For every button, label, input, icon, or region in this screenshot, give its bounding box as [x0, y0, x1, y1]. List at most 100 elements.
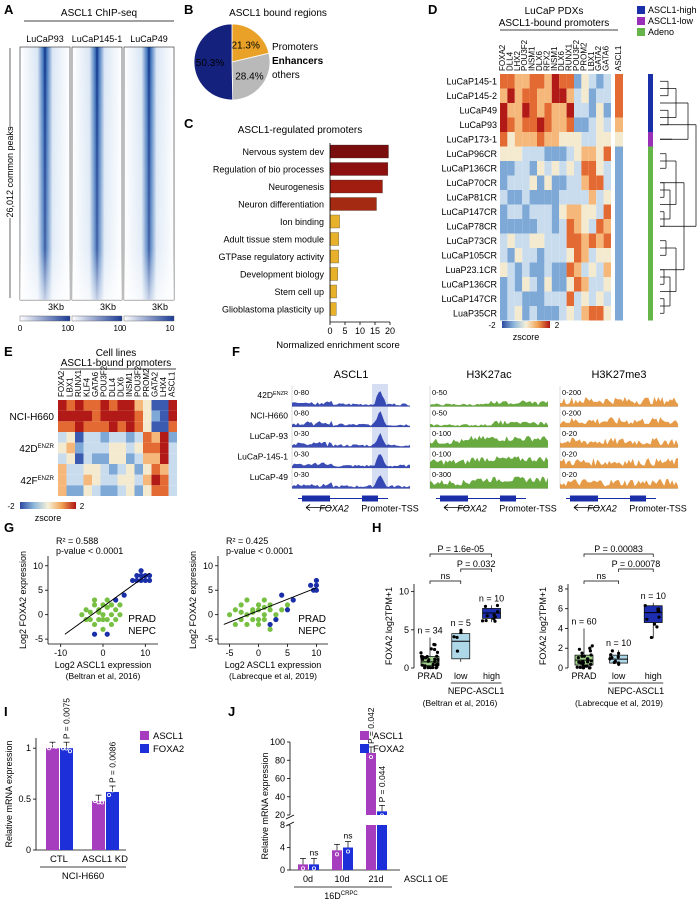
cell-heat — [75, 442, 84, 454]
pdx-cell — [588, 161, 597, 176]
scatter-source: (Beltran et al, 2016) — [66, 671, 141, 681]
pdx-cell — [574, 233, 582, 248]
box-point — [580, 654, 584, 658]
cell-sample-0: NCI-H660 — [10, 412, 55, 423]
pdx-gene-13: GATA2 — [594, 45, 603, 71]
scatter-xtick: 10 — [311, 648, 321, 658]
pdx-cell — [581, 190, 589, 205]
cell-heat — [83, 453, 92, 464]
box-point — [590, 644, 594, 648]
panel-letter-c: C — [184, 116, 194, 131]
box-point — [455, 649, 460, 653]
box-point — [582, 654, 586, 658]
significance-bracket — [429, 553, 492, 557]
kd-bar-foxa2 — [106, 791, 119, 850]
pdx-cell — [603, 277, 611, 292]
pdx-sample-16: LuaP35CR — [453, 309, 498, 319]
scatter-point-nepc — [104, 631, 110, 637]
pdx-cell — [537, 190, 545, 205]
box-point — [431, 665, 435, 670]
cellline-title: Cell lines — [96, 348, 137, 359]
kd-category: CTL — [50, 854, 68, 865]
scatter-point-prad — [255, 616, 262, 623]
scatter-point-prad — [113, 607, 119, 613]
pdx-group-bar — [648, 262, 653, 277]
legend-ascl1-low: ASCL1-low — [648, 16, 694, 26]
pdx-cell — [500, 74, 508, 89]
cell-heat — [100, 421, 109, 432]
box-group-label: low — [612, 671, 626, 681]
box-point — [580, 651, 584, 655]
panel-letter-a: A — [4, 2, 14, 17]
cell-heat — [134, 485, 143, 496]
window-label-1: 3Kb — [48, 302, 64, 312]
pdx-cell — [566, 146, 574, 161]
pdx-cell — [544, 132, 552, 147]
panel-letter-b: B — [184, 2, 193, 17]
cell-heat — [117, 453, 126, 464]
enrichment-xtick-0: 0 — [327, 326, 332, 336]
pdx-cell — [507, 190, 515, 205]
scatter-xlabel: Log2 ASCL1 expression — [225, 660, 322, 670]
oe-category: 10d — [334, 874, 349, 884]
scatter-ytick: -5 — [35, 634, 43, 644]
pie-pct-promoters: 21.3% — [231, 41, 259, 52]
box-point — [643, 603, 647, 608]
pdx-cell — [544, 146, 552, 161]
knockdown-bar-chart: 0 0.5 1 Relative mRNA expression P = 0.0075 C… — [4, 698, 184, 882]
cell-heat — [168, 464, 177, 475]
pdx-ascl1-cell — [615, 277, 623, 292]
oe-ytick: 4 — [280, 843, 285, 853]
track-signal — [560, 478, 678, 489]
significance-bracket — [460, 568, 492, 572]
scatter-point-nepc — [142, 577, 148, 584]
pdx-cell — [581, 233, 589, 248]
scatter-ytick: 10 — [203, 561, 213, 571]
pdx-cell — [588, 262, 597, 277]
cell-heat — [92, 421, 101, 432]
pdx-cell — [603, 190, 611, 205]
pdx-ascl1-cell — [615, 117, 623, 132]
cell-heat — [100, 485, 109, 496]
pdx-cell — [574, 248, 582, 263]
track-range: 0-20 — [562, 450, 577, 459]
pdx-cell — [566, 204, 574, 219]
pdx-cell — [544, 74, 552, 89]
pdx-cell — [529, 204, 537, 219]
box-group-label: high — [483, 671, 500, 681]
pdx-ascl1-cell — [615, 204, 623, 219]
scatter-point-nepc — [134, 572, 140, 579]
pdx-gene-10: POU3F2 — [572, 39, 581, 71]
pdx-cell — [566, 291, 574, 306]
pdx-group-bar — [648, 219, 653, 234]
scatter-point-nepc — [138, 577, 144, 584]
enrichment-term-6: GTPase regulatory activity — [218, 252, 324, 262]
pdx-group-bar — [648, 175, 653, 190]
track-signal — [292, 433, 410, 448]
cell-heat — [58, 442, 67, 454]
cell-heat — [58, 410, 67, 422]
pdx-cell — [588, 306, 597, 321]
scatter-point-prad — [117, 612, 123, 618]
track-range: 0-50 — [432, 388, 447, 397]
cell-heat — [92, 410, 101, 422]
cell-heat — [168, 453, 177, 464]
oe-replicate — [345, 849, 350, 854]
enrichment-xtick-10: 10 — [355, 326, 365, 336]
pdx-subtitle: ASCL1-bound promoters — [499, 18, 610, 29]
box-point — [588, 649, 592, 653]
pdx-cell — [529, 74, 537, 89]
colorscale-3 — [123, 315, 175, 322]
panel-letters: A B C D E F G H I J — [4, 2, 437, 719]
scatter-point-prad — [104, 597, 110, 603]
enrichment-bar-3 — [329, 197, 377, 211]
pdx-cell — [581, 161, 589, 176]
pdx-cell — [522, 117, 530, 132]
scatter-point-prad — [226, 612, 233, 618]
box-point — [617, 651, 621, 655]
pdx-cell — [507, 117, 515, 132]
pdx-cell — [544, 88, 552, 103]
pdx-gene-6: RFX2 — [542, 50, 551, 71]
track-range: 0-200 — [562, 409, 581, 418]
pdx-cell — [581, 146, 589, 161]
